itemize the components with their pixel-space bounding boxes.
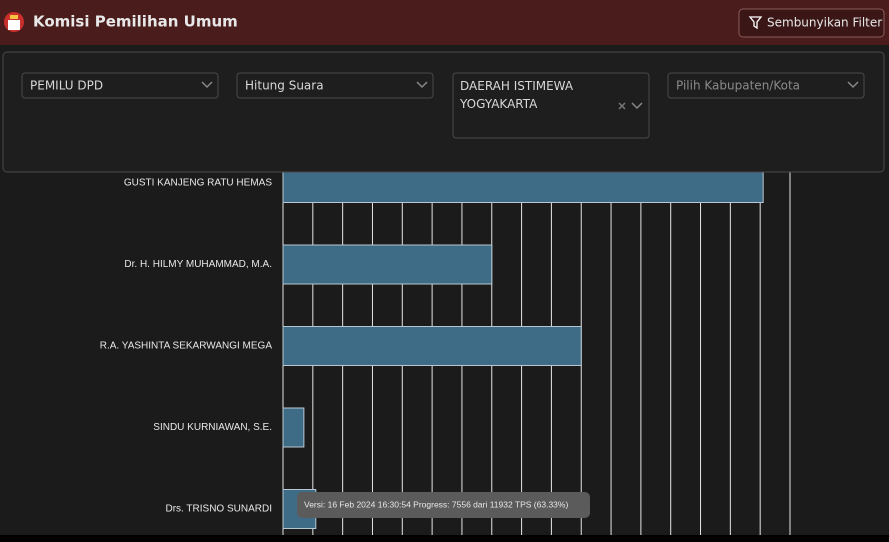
- app-title: Komisi Pemilihan Umum: [33, 13, 238, 31]
- tooltip: [297, 492, 590, 518]
- filter-icon: [748, 16, 763, 30]
- bar: [282, 326, 582, 366]
- category-label: Dr. H. HILMY MUHAMMAD, M.A.: [124, 259, 272, 270]
- chevron: [631, 102, 643, 110]
- bar: [282, 244, 493, 285]
- toggle-filter-button[interactable]: [738, 8, 885, 38]
- category-label: Drs. TRISNO SUNARDI: [166, 504, 273, 515]
- category-label: R.A. YASHINTA SEKARWANGI MEGA: [100, 341, 273, 352]
- toggle-filter-label: Sembunyikan Filter: [767, 16, 882, 30]
- chevron: [416, 81, 428, 89]
- province-select[interactable]: [452, 72, 650, 139]
- election-select-value: PEMILU DPD: [30, 79, 103, 93]
- chevron: [201, 81, 213, 89]
- logo: [4, 12, 24, 32]
- province-select-wrap: DAERAH ISTIMEWA YOGYAKARTA: [460, 79, 574, 111]
- mode-select-value: Hitung Suara: [245, 79, 324, 93]
- category-label: SINDU KURNIAWAN, S.E.: [153, 422, 272, 433]
- election-select[interactable]: [21, 72, 219, 99]
- bottom-edge: [0, 535, 889, 542]
- bar: [282, 407, 305, 448]
- filter-panel: [2, 51, 885, 173]
- regency-select-placeholder: Pilih Kabupaten/Kota: [676, 79, 800, 93]
- tooltip-text: Versi: 16 Feb 2024 16:30:54 Progress: 75…: [304, 499, 568, 509]
- category-label: GUSTI KANJENG RATU HEMAS: [124, 178, 272, 189]
- province-select-value: DAERAH ISTIMEWA YOGYAKARTA: [460, 79, 574, 111]
- chevron: [847, 81, 859, 89]
- mode-select[interactable]: [236, 72, 434, 99]
- regency-select[interactable]: [667, 72, 865, 99]
- clear-icon[interactable]: [618, 102, 626, 110]
